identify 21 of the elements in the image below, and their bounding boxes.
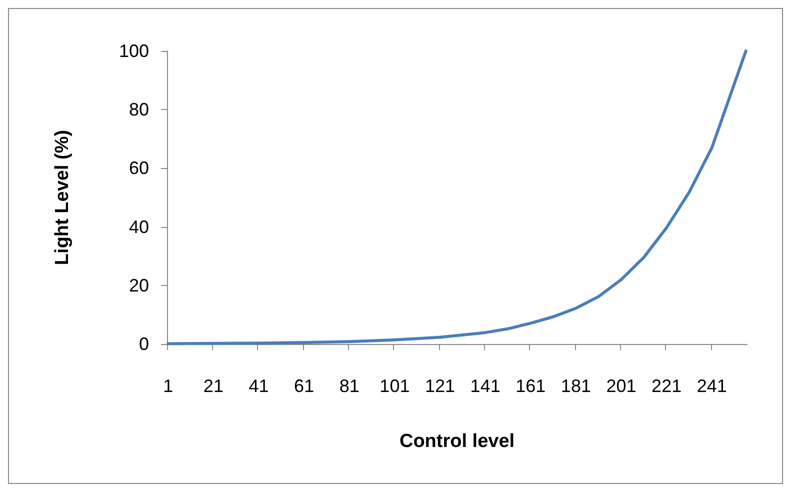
y-tick-label: 40 xyxy=(128,216,149,237)
y-tick-label: 80 xyxy=(128,100,149,120)
x-tick-label: 141 xyxy=(470,376,500,396)
x-tick-label: 121 xyxy=(424,376,456,396)
x-tick-label: 101 xyxy=(380,376,410,396)
x-axis-title: Control level xyxy=(399,431,515,452)
x-tick-label: 21 xyxy=(203,376,224,396)
y-tick-label: 60 xyxy=(128,158,149,178)
x-tick-label: 201 xyxy=(606,376,636,396)
x-tick-label: 241 xyxy=(696,376,727,396)
x-tick-label: 61 xyxy=(294,376,314,396)
y-tick-label: 20 xyxy=(128,275,149,296)
x-tick-label: 161 xyxy=(516,376,546,396)
y-tick-label: 0 xyxy=(138,334,149,354)
y-axis-title: Light Level (%) xyxy=(52,130,73,266)
x-tick-label: 181 xyxy=(560,376,591,396)
x-tick-label: 41 xyxy=(248,376,269,396)
y-tick-label: 100 xyxy=(118,41,149,61)
x-tick-label: 221 xyxy=(652,376,682,396)
x-tick-label: 81 xyxy=(339,376,360,396)
x-tick-label: 1 xyxy=(163,376,174,396)
